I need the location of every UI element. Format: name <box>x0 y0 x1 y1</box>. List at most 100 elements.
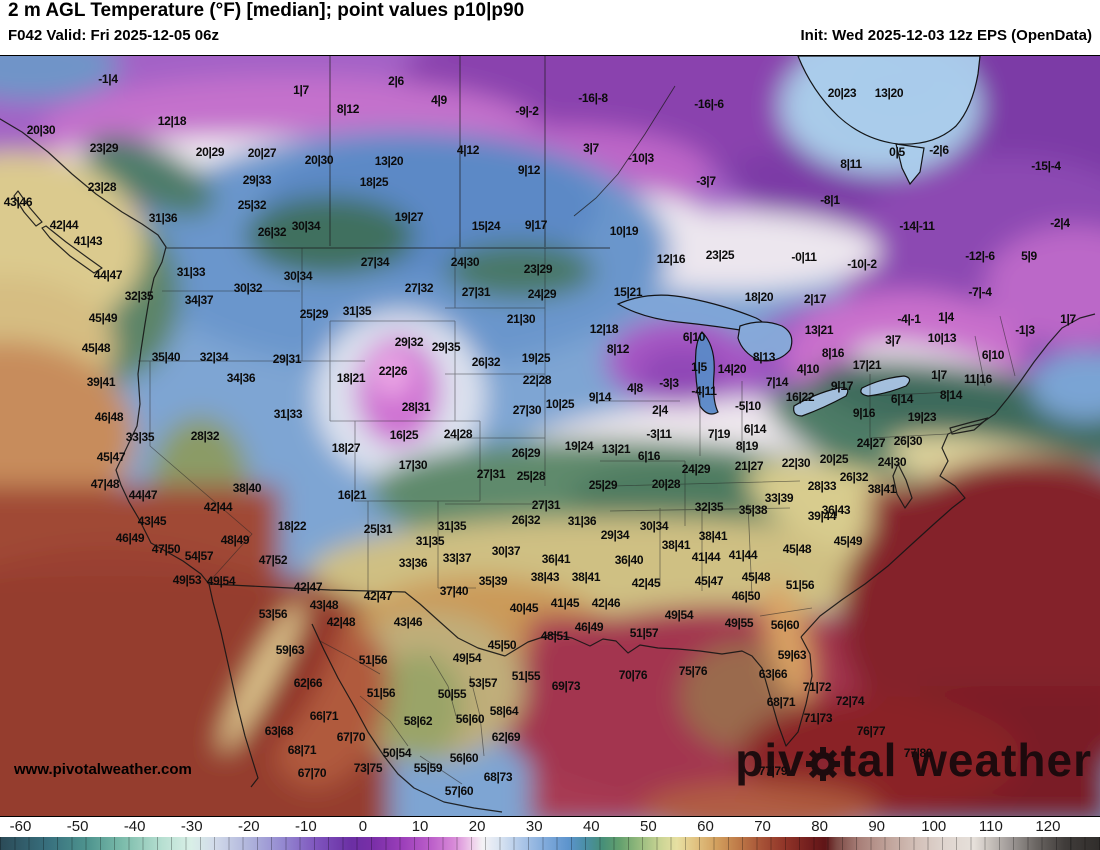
great-lakes <box>616 56 981 417</box>
temperature-field <box>0 56 1100 816</box>
point-value: 63|66 <box>759 667 788 681</box>
point-value: 77|79 <box>759 764 788 778</box>
point-value: 28|32 <box>191 429 220 443</box>
point-value: 75|76 <box>679 664 708 678</box>
point-value: 33|39 <box>765 491 794 505</box>
point-value: 16|22 <box>786 390 815 404</box>
point-value: 58|62 <box>404 714 433 728</box>
colorbar-gradient <box>0 837 1100 850</box>
point-value: 20|30 <box>305 153 334 167</box>
point-value: -4|11 <box>691 384 717 398</box>
point-value: 1|7 <box>1060 312 1076 326</box>
point-value: 38|41 <box>868 482 897 496</box>
point-value: -1|4 <box>98 72 118 86</box>
point-value: 2|4 <box>652 403 668 417</box>
point-value: 18|27 <box>332 441 361 455</box>
point-value: 6|16 <box>638 449 661 463</box>
point-value: 13|21 <box>602 442 631 456</box>
point-value: 68|73 <box>484 770 513 784</box>
point-value: 20|28 <box>652 477 681 491</box>
point-value: 38|41 <box>572 570 601 584</box>
point-value: -3|7 <box>696 174 716 188</box>
point-value: 19|24 <box>565 439 594 453</box>
point-value: 10|25 <box>546 397 575 411</box>
point-value: 12|18 <box>158 114 187 128</box>
point-value: -0|11 <box>791 250 817 264</box>
point-value: 34|36 <box>227 371 256 385</box>
point-value: -3|11 <box>646 427 672 441</box>
point-value: -4|-1 <box>897 312 921 326</box>
point-value: 18|22 <box>278 519 307 533</box>
point-value: 9|12 <box>518 163 541 177</box>
point-value: 4|12 <box>457 143 480 157</box>
point-value: 45|48 <box>742 570 771 584</box>
point-value: 45|48 <box>82 341 111 355</box>
point-value: 51|57 <box>630 626 659 640</box>
point-value: 28|33 <box>808 479 837 493</box>
colorbar-tick: 80 <box>811 818 828 835</box>
point-value: 18|25 <box>360 175 389 189</box>
point-value: 40|45 <box>510 601 539 615</box>
point-value: -2|6 <box>929 143 949 157</box>
logo-text-left: piv <box>735 734 805 786</box>
temperature-map[interactable]: -1|4 12|18 20|30 23|29 20|29 20|27 29|33 23|28 2… <box>0 55 1100 817</box>
point-value: 2|17 <box>804 292 827 306</box>
point-value: 27|34 <box>361 255 390 269</box>
point-value: 28|31 <box>402 400 431 414</box>
point-value: 1|7 <box>293 83 309 97</box>
point-value: 43|46 <box>394 615 423 629</box>
point-value: -7|-4 <box>968 285 992 299</box>
point-value: 59|63 <box>276 643 305 657</box>
political-borders <box>166 56 676 249</box>
point-value: 47|48 <box>91 477 120 491</box>
point-value: 67|70 <box>298 766 327 780</box>
point-value: 43|48 <box>310 598 339 612</box>
point-value: 38|40 <box>233 481 262 495</box>
colorbar-tick: 10 <box>411 818 429 835</box>
point-value: 56|60 <box>771 618 800 632</box>
point-value: 23|29 <box>90 141 119 155</box>
colorbar-tick: 0 <box>358 818 368 835</box>
point-value: 27|31 <box>532 498 561 512</box>
point-value: 24|28 <box>444 427 473 441</box>
colorbar-tick: -10 <box>295 818 317 835</box>
point-value: 8|11 <box>840 157 862 171</box>
point-value: 70|76 <box>619 668 648 682</box>
point-value: 9|17 <box>525 218 548 232</box>
point-value: 42|47 <box>294 580 323 594</box>
point-value: 32|35 <box>695 500 724 514</box>
point-value: 31|35 <box>343 304 372 318</box>
point-value: -14|-11 <box>899 219 935 233</box>
point-value: 59|63 <box>778 648 807 662</box>
point-value: 51|55 <box>512 669 541 683</box>
point-value: 24|27 <box>857 436 886 450</box>
colorbar-tick: 90 <box>868 818 886 835</box>
point-value: 17|30 <box>399 458 428 472</box>
point-value: 24|29 <box>682 462 711 476</box>
point-value: 6|10 <box>982 348 1005 362</box>
point-value: -16|-8 <box>578 91 608 105</box>
point-value: -1|3 <box>1015 323 1035 337</box>
point-value: 25|29 <box>300 307 329 321</box>
point-value: 32|35 <box>125 289 154 303</box>
point-value: 30|37 <box>492 544 521 558</box>
point-value: 7|19 <box>708 427 731 441</box>
point-value: 29|33 <box>243 173 272 187</box>
map-canvas: -1|4 12|18 20|30 23|29 20|29 20|27 29|33 23|28 2… <box>0 56 1100 816</box>
point-value: 77|80 <box>904 746 933 760</box>
temperature-colorbar: -60 -50 -40 -30 -20 -10 0 10 20 30 40 50 60 70 80 90 100… <box>0 817 1100 850</box>
coastlines <box>0 118 1096 813</box>
point-value: 0|5 <box>889 145 905 159</box>
colorbar-tick-labels: -60 -50 -40 -30 -20 -10 0 10 20 30 40 50 60 70 80 90 100… <box>0 817 1100 836</box>
point-values-layer: -1|4 12|18 20|30 23|29 20|29 20|27 29|33 23|28 2… <box>4 72 1077 798</box>
point-value: 42|44 <box>204 500 233 514</box>
point-value: 30|34 <box>284 269 313 283</box>
point-value: 27|31 <box>462 285 491 299</box>
colorbar-tick: 100 <box>921 818 947 835</box>
point-value: 69|73 <box>552 679 581 693</box>
state-borders <box>138 248 1016 785</box>
point-value: 13|20 <box>375 154 404 168</box>
point-value: 4|10 <box>797 362 820 376</box>
point-value: 33|36 <box>399 556 428 570</box>
point-value: 15|24 <box>472 219 501 233</box>
